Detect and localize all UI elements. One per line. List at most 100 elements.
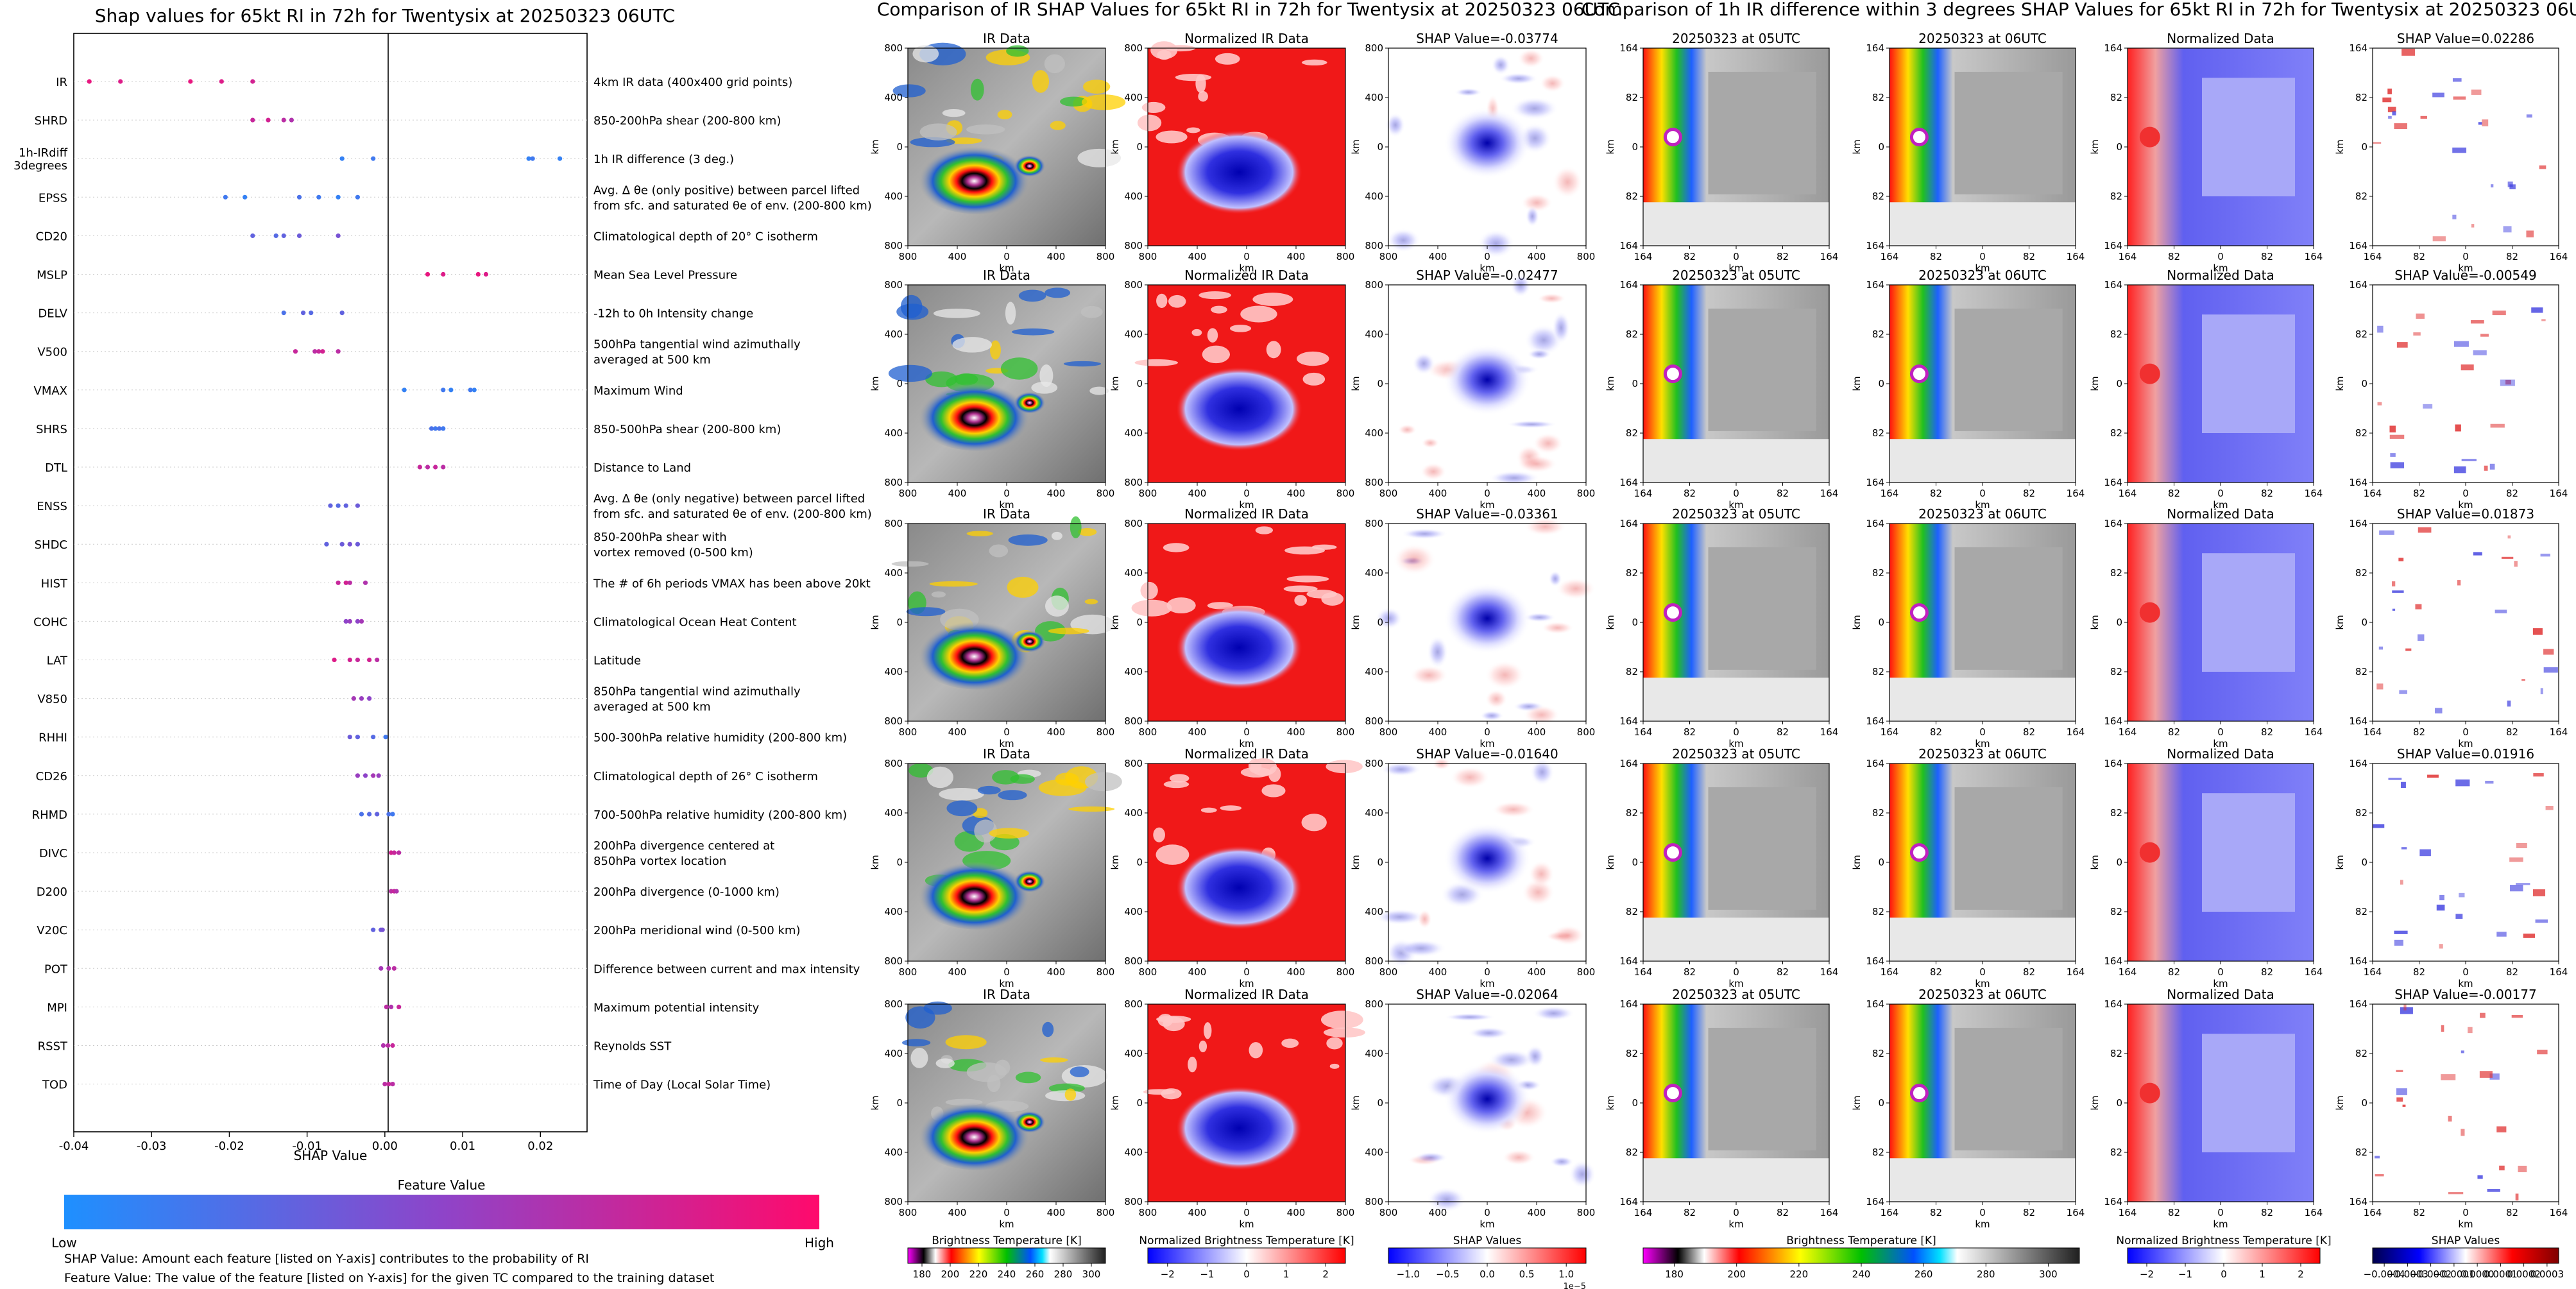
colorbar-tick-label: 280 — [1054, 1268, 1073, 1280]
shap-point — [347, 735, 352, 740]
feature-description-line: 200hPa divergence (0-1000 km) — [593, 885, 780, 899]
shap-speck — [2479, 1071, 2493, 1078]
cloud-cell — [989, 828, 1029, 839]
colorbar-tick-label: 220 — [969, 1268, 988, 1280]
x-tick-label: 400 — [1287, 1207, 1306, 1218]
feature-label: POT — [44, 962, 68, 976]
x-axis-label: km — [1480, 499, 1494, 511]
feature-label-line: V20C — [37, 924, 67, 937]
y-tick-label: 164 — [1619, 42, 1638, 54]
feature-description-line: 850hPa vortex location — [593, 855, 726, 868]
cloud-cell — [998, 790, 1027, 801]
y-axis-label: km — [1605, 1095, 1616, 1110]
shap-point — [118, 79, 123, 84]
normalized-cell — [1215, 53, 1240, 65]
shap-speck — [2405, 648, 2412, 651]
shap-speck — [2439, 944, 2443, 949]
cloud-cell — [1068, 806, 1115, 812]
normalized-cell — [1283, 585, 1318, 593]
y-tick-label: 0 — [1136, 617, 1143, 628]
x-tick-label: 82 — [1777, 966, 1789, 978]
feature-description-line: Climatological Ocean Heat Content — [593, 615, 797, 629]
shap-patch — [1523, 612, 1556, 622]
x-tick-label: 800 — [1096, 1207, 1115, 1218]
cloud-cell — [1070, 516, 1082, 538]
y-tick-label: 800 — [1365, 1196, 1383, 1208]
shap-point — [386, 812, 391, 817]
shap-speck — [2496, 932, 2507, 937]
cloud-cell — [1015, 1071, 1041, 1084]
x-axis-label: km — [2458, 978, 2473, 989]
feature-label: MSLP — [37, 269, 67, 282]
panel-title-06utc: 20250323 at 06UTC — [1918, 31, 2047, 46]
cold-cloud-band — [1643, 918, 1829, 961]
x-tick-label: -0.01 — [292, 1140, 322, 1153]
normalized-eye — [2139, 602, 2160, 623]
y-tick-label: 164 — [2104, 42, 2122, 54]
shap-speck — [2516, 843, 2527, 848]
shap-speck — [2545, 805, 2554, 810]
y-tick-label: 0 — [896, 617, 903, 628]
normalized-cell — [1163, 780, 1190, 789]
x-axis-label: km — [1728, 262, 1743, 274]
y-axis-label: km — [1109, 139, 1121, 154]
storm-eye — [1011, 624, 1050, 653]
feature-description: Mean Sea Level Pressure — [593, 269, 737, 282]
shap-patch — [1568, 1159, 1596, 1189]
colorbar-tick-label: 280 — [1977, 1268, 1995, 1280]
panel-title-06utc: 20250323 at 06UTC — [1918, 506, 2047, 522]
shap-speck — [2523, 934, 2535, 938]
shap-speck — [2452, 78, 2462, 82]
colorbar-tick-label: 200 — [941, 1268, 960, 1280]
x-axis-label: km — [2213, 499, 2228, 511]
y-axis-label: km — [2334, 376, 2346, 391]
cold-cloud-band — [1889, 678, 2076, 721]
x-axis-label: km — [1480, 1218, 1494, 1230]
shap-point — [328, 503, 333, 508]
shap-point — [347, 657, 352, 663]
normalized-cell — [1207, 328, 1218, 343]
shap-speck — [2396, 1088, 2407, 1095]
cloud-cell — [1045, 595, 1069, 617]
x-tick-label: 0 — [1243, 1207, 1250, 1218]
shap-speck — [2390, 453, 2396, 457]
y-tick-label: 400 — [884, 191, 903, 202]
y-tick-label: 164 — [1619, 240, 1638, 252]
y-axis-label: km — [2089, 376, 2101, 391]
shap-patch — [1491, 55, 1510, 75]
y-tick-label: 164 — [1866, 42, 1884, 54]
panel-title-shap: SHAP Value=0.01873 — [2397, 506, 2534, 522]
x-tick-label: 400 — [1429, 251, 1447, 262]
x-axis-label: km — [1728, 978, 1743, 989]
shap-speck — [2499, 1165, 2505, 1171]
colorbar-tick-label: 260 — [1915, 1268, 1933, 1280]
feature-label: ENSS — [37, 500, 67, 513]
shap-point — [390, 1082, 395, 1087]
shap-speck — [2416, 313, 2425, 319]
shap-patch — [1485, 660, 1525, 690]
y-axis-label: km — [2334, 615, 2346, 629]
shap-patch — [1537, 293, 1566, 304]
y-tick-label: 164 — [2349, 715, 2367, 727]
x-tick-label: 82 — [2261, 251, 2273, 262]
y-tick-label: 82 — [2110, 906, 2122, 918]
y-tick-label: 400 — [1124, 191, 1143, 202]
shap-speck — [2376, 683, 2384, 690]
shap-point — [332, 657, 337, 663]
left-chart-title: Shap values for 65kt RI in 72h for Twent… — [95, 5, 675, 26]
shap-patch — [1488, 470, 1540, 486]
y-tick-label: 82 — [1872, 329, 1884, 340]
x-tick-label: 82 — [2168, 1207, 2180, 1218]
cloud-free-region — [1708, 547, 1816, 670]
feature-label-line: MPI — [47, 1001, 67, 1014]
y-axis-label: km — [2334, 855, 2346, 869]
zoom-shap-background — [2373, 285, 2559, 482]
y-tick-label: 164 — [2349, 998, 2367, 1010]
x-tick-label: 82 — [2023, 251, 2035, 262]
x-tick-label: 800 — [1379, 966, 1398, 978]
shap-point — [397, 1004, 402, 1009]
cloud-cell — [1084, 599, 1098, 604]
x-tick-label: 164 — [2067, 726, 2085, 738]
y-tick-label: 400 — [1124, 807, 1143, 819]
normalized-cell — [1157, 49, 1172, 60]
